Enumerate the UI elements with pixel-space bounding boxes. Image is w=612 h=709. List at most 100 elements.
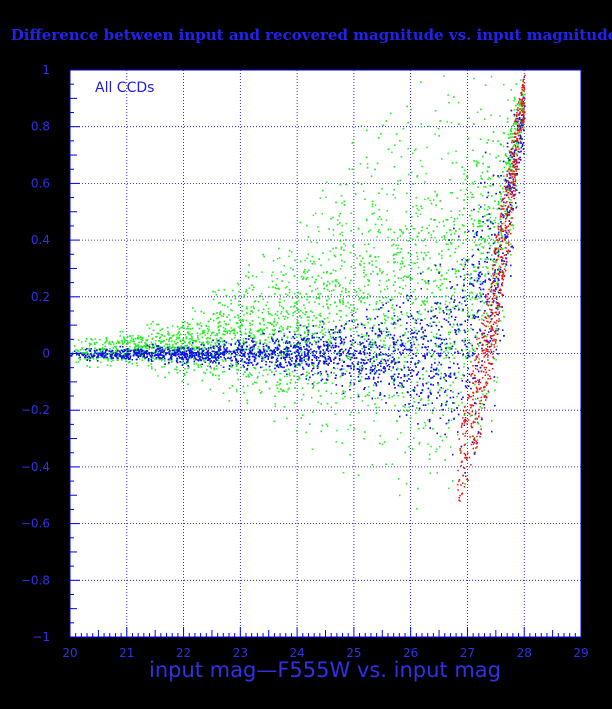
data-point [416, 261, 419, 264]
data-point [432, 428, 434, 430]
data-point [181, 343, 183, 345]
data-point [457, 269, 460, 272]
data-point [411, 338, 413, 340]
data-point [311, 332, 314, 335]
data-point [368, 262, 370, 265]
data-point [140, 345, 142, 347]
data-point [283, 406, 286, 408]
data-point [246, 292, 249, 294]
data-point [464, 405, 466, 408]
data-point [480, 108, 482, 111]
data-point [495, 327, 498, 330]
data-point [400, 230, 403, 233]
data-point [267, 347, 269, 349]
data-point [402, 276, 405, 279]
data-point [202, 343, 204, 345]
data-point [423, 252, 426, 254]
data-point [189, 342, 191, 344]
data-point [371, 260, 373, 262]
data-point [380, 330, 382, 332]
data-point [248, 360, 251, 363]
data-point [341, 202, 343, 204]
data-point [233, 332, 236, 335]
data-point [234, 316, 236, 318]
data-point [185, 345, 188, 347]
data-point [118, 342, 121, 344]
data-point [296, 364, 298, 366]
data-point [416, 252, 418, 254]
data-point [400, 293, 402, 295]
data-point [385, 327, 387, 329]
data-point [238, 290, 240, 293]
data-point [199, 364, 202, 366]
data-point [307, 319, 310, 321]
data-point [402, 231, 404, 234]
data-point [251, 320, 254, 322]
data-point [453, 402, 456, 404]
data-point [474, 414, 476, 416]
data-point [156, 346, 159, 349]
data-point [164, 347, 167, 350]
data-point [466, 314, 469, 316]
data-point [487, 166, 489, 168]
data-point [433, 407, 435, 409]
data-point [134, 337, 137, 340]
data-point [289, 344, 292, 346]
data-point [491, 301, 493, 303]
data-point [506, 216, 508, 218]
data-point [458, 270, 460, 273]
data-point [515, 104, 517, 107]
data-point [500, 193, 502, 195]
data-point [252, 305, 254, 308]
data-point [342, 298, 344, 300]
data-point [152, 345, 154, 348]
data-point [224, 333, 226, 336]
data-point [351, 168, 353, 170]
data-point [215, 317, 218, 320]
data-point [371, 264, 374, 266]
data-point [363, 269, 365, 271]
data-point [350, 364, 352, 367]
data-point [522, 104, 524, 107]
data-point [273, 320, 276, 322]
data-point [251, 284, 253, 286]
data-point [156, 335, 158, 338]
data-point [312, 214, 315, 217]
data-point [505, 242, 508, 244]
data-point [150, 365, 153, 368]
data-point [314, 212, 317, 215]
data-point [189, 357, 191, 360]
data-point [386, 335, 389, 337]
data-point [414, 289, 416, 291]
data-point [354, 267, 357, 269]
data-point [152, 357, 154, 359]
data-point [441, 236, 443, 238]
data-point [492, 207, 495, 210]
data-point [175, 348, 177, 351]
data-point [362, 324, 364, 326]
data-point [446, 287, 448, 289]
data-point [164, 360, 166, 362]
data-point [413, 326, 415, 329]
data-point [152, 329, 155, 331]
data-point [187, 331, 190, 333]
data-point [168, 332, 170, 335]
data-point [198, 347, 200, 349]
data-point [474, 298, 477, 301]
data-point [412, 206, 414, 208]
data-point [396, 315, 399, 318]
data-point [493, 233, 496, 235]
data-point [273, 318, 276, 320]
data-point [458, 239, 460, 241]
data-point [420, 313, 422, 316]
data-point [441, 439, 444, 442]
data-point [237, 284, 240, 286]
data-point [242, 385, 245, 388]
data-point [510, 224, 513, 227]
data-point [396, 420, 398, 422]
data-point [339, 302, 341, 304]
data-point [276, 387, 279, 389]
data-point [486, 213, 488, 216]
data-point [182, 339, 184, 341]
data-point [407, 251, 410, 254]
